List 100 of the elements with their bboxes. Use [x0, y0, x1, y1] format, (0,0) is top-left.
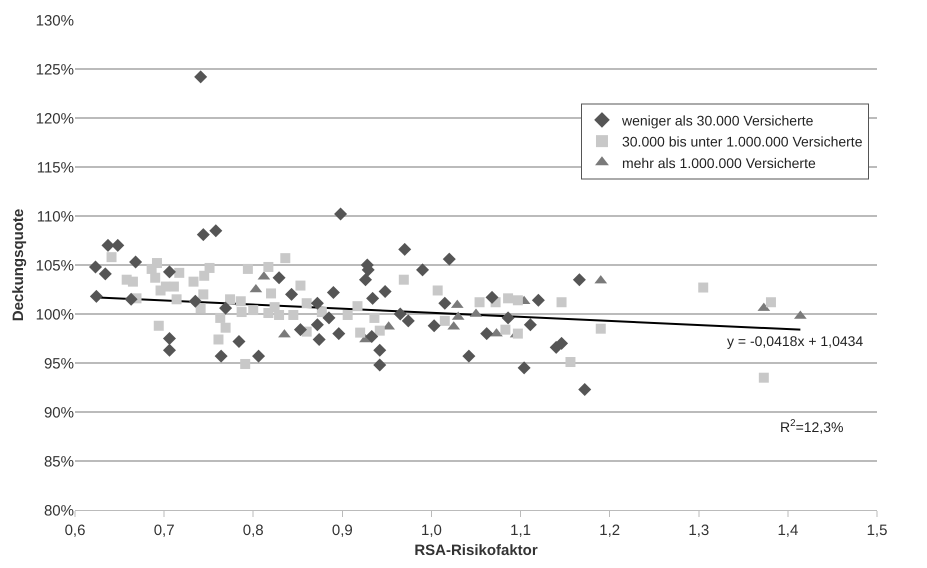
point: [240, 358, 250, 369]
point: [766, 297, 776, 308]
point: [365, 330, 378, 344]
point: [369, 312, 380, 323]
point: [428, 319, 441, 332]
point: [474, 297, 485, 308]
point: [232, 334, 246, 348]
point: [162, 265, 176, 278]
x-tick-label: 0,8: [242, 522, 264, 539]
point: [462, 350, 476, 363]
point: [310, 318, 324, 332]
point: [355, 328, 366, 338]
point: [342, 310, 353, 320]
y-tick-label: 95%: [44, 355, 74, 372]
point: [555, 336, 568, 350]
point: [266, 288, 276, 298]
annotation: R$^{2}$=12,3%: [780, 418, 844, 435]
point: [214, 350, 228, 363]
point: [758, 372, 769, 383]
point: [106, 252, 117, 262]
point: [486, 290, 499, 304]
point: [172, 294, 182, 304]
x-tick-label: 1,4: [777, 522, 798, 539]
x-tick-label: 0,9: [332, 522, 353, 539]
point: [154, 320, 164, 331]
point: [162, 344, 176, 357]
point: [280, 253, 290, 264]
point: [168, 282, 179, 292]
point: [416, 263, 430, 276]
x-tick-label: 1,0: [421, 522, 442, 539]
y-tick-label: 120%: [36, 110, 74, 128]
point: [98, 267, 112, 280]
point: [503, 293, 514, 304]
point: [596, 324, 606, 334]
point: [124, 292, 138, 306]
x-tick-label: 0,6: [64, 522, 86, 539]
point: [310, 296, 324, 310]
point: [128, 276, 138, 287]
legend-label: weniger als 30.000 Versicherte: [620, 112, 814, 128]
point: [225, 294, 236, 304]
point: [565, 357, 576, 368]
point: [89, 260, 102, 274]
legend-label: mehr als 1.000.000 Versicherte: [622, 154, 816, 171]
point: [394, 308, 407, 320]
point: [129, 256, 142, 269]
y-tick-label: 100%: [36, 306, 74, 324]
y-tick-label: 105%: [36, 257, 74, 274]
point: [174, 268, 184, 278]
point: [248, 305, 258, 316]
point: [198, 289, 208, 300]
point: [196, 228, 210, 242]
y-tick-label: 125%: [36, 61, 74, 78]
point: [334, 208, 348, 221]
point: [209, 224, 222, 238]
point: [302, 298, 312, 308]
point: [90, 290, 103, 303]
point: [502, 311, 515, 324]
point: [572, 273, 586, 286]
point: [236, 296, 246, 306]
point: [500, 324, 510, 335]
point: [512, 328, 523, 339]
point: [438, 296, 452, 310]
point: [288, 310, 298, 320]
point: [352, 301, 362, 312]
point: [698, 282, 708, 293]
point: [322, 311, 336, 324]
y-tick-label: 115%: [36, 159, 74, 176]
point: [366, 292, 380, 305]
point: [332, 327, 346, 340]
point: [312, 332, 326, 346]
point: [295, 280, 306, 291]
point: [219, 302, 232, 315]
point: [524, 318, 537, 332]
x-tick-label: 1,2: [599, 522, 620, 539]
point: [556, 297, 567, 308]
point: [398, 242, 412, 256]
point: [111, 238, 124, 252]
point: [194, 70, 208, 84]
annotation: y = -0,0418x + 1,0434: [727, 333, 864, 349]
point: [272, 271, 286, 284]
point: [285, 288, 298, 301]
point: [188, 294, 202, 308]
point: [199, 270, 210, 281]
y-tick-label: 110%: [36, 208, 74, 226]
point: [252, 350, 266, 363]
point: [374, 326, 385, 336]
point: [242, 264, 253, 274]
point: [578, 382, 592, 396]
point: [373, 358, 386, 372]
y-tick-label: 130%: [36, 12, 74, 30]
point: [188, 276, 199, 287]
point: [373, 344, 386, 357]
point: [518, 361, 531, 374]
y-axis-title: Deckungsquote: [10, 208, 27, 322]
point: [442, 252, 456, 266]
legend-label: 30.000 bis unter 1.000.000 Versicherte: [622, 134, 863, 150]
point: [204, 262, 215, 273]
point: [378, 284, 392, 298]
point: [480, 327, 494, 340]
x-tick-label: 1,5: [866, 522, 888, 539]
